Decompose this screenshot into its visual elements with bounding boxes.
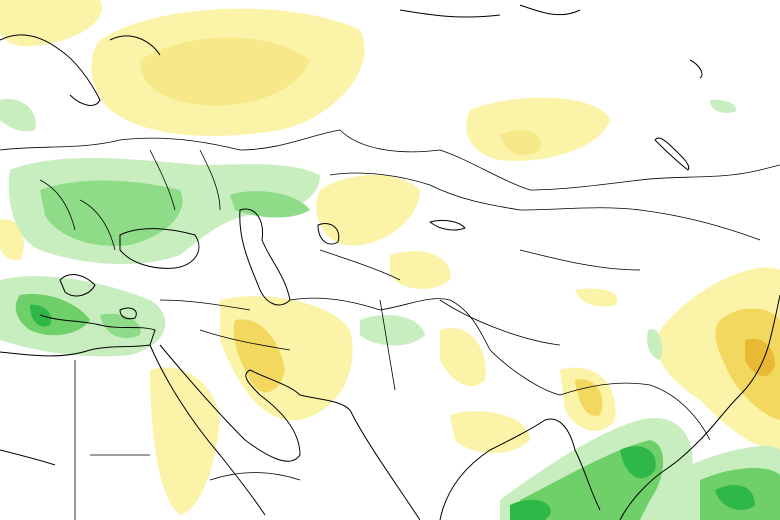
wet-anomaly-areas xyxy=(0,99,780,520)
borders xyxy=(0,129,780,520)
coastlines xyxy=(0,4,780,520)
